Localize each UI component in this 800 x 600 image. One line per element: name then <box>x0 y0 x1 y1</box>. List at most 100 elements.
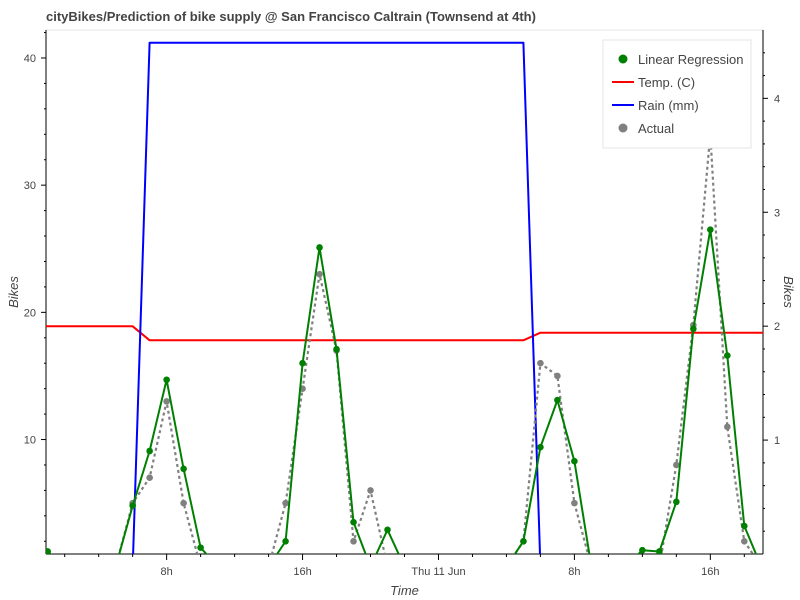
data-point-actual <box>112 563 119 570</box>
data-point-linear-regression <box>588 563 595 570</box>
x-axis-label: Time <box>390 583 419 598</box>
series-line-actual <box>117 133 755 554</box>
data-point-actual <box>758 563 765 570</box>
x-tick-label: 16h <box>293 566 311 578</box>
data-point-linear-regression <box>265 563 272 570</box>
y-tick-label: 20 <box>24 307 36 319</box>
data-point-actual <box>486 563 493 570</box>
data-point-linear-regression <box>316 244 323 251</box>
data-point-linear-regression <box>503 563 510 570</box>
data-point-actual <box>605 563 612 570</box>
legend-label-rain-mm: Rain (mm) <box>638 98 699 113</box>
data-point-linear-regression <box>673 498 680 506</box>
data-point-linear-regression <box>61 563 68 570</box>
data-point-linear-regression <box>231 563 238 570</box>
y2-tick-label: 1 <box>774 435 780 447</box>
data-point-linear-regression <box>46 548 51 554</box>
x-tick-label: 8h <box>161 566 173 578</box>
data-point-actual <box>95 563 102 570</box>
data-point-linear-regression <box>656 548 663 554</box>
data-point-actual <box>554 372 561 380</box>
data-point-linear-regression <box>741 522 748 530</box>
y-tick-label: 40 <box>24 53 36 65</box>
data-point-linear-regression <box>197 544 204 551</box>
y-tick-label: 30 <box>24 180 36 192</box>
data-point-actual <box>146 474 153 481</box>
data-point-actual <box>401 563 408 570</box>
data-point-actual <box>214 563 221 570</box>
data-point-linear-regression <box>571 457 578 465</box>
data-point-linear-regression <box>537 443 544 451</box>
data-point-actual <box>469 563 476 570</box>
data-point-linear-regression <box>180 465 187 473</box>
x-tick-label: Thu 11 Jun <box>411 566 465 578</box>
data-point-actual <box>639 563 646 570</box>
y2-tick-label: 3 <box>774 207 780 219</box>
y-axis-label: Bikes <box>6 276 21 308</box>
data-point-actual <box>656 563 663 570</box>
data-point-actual <box>588 563 595 570</box>
y2-tick-label: 2 <box>774 321 780 333</box>
data-point-linear-regression <box>333 345 340 353</box>
data-point-actual <box>231 563 238 570</box>
data-point-linear-regression <box>146 447 153 455</box>
data-point-actual <box>44 563 51 570</box>
data-point-actual <box>180 499 187 507</box>
data-point-linear-regression <box>639 546 646 554</box>
data-point-linear-regression <box>299 359 306 367</box>
data-point-linear-regression <box>401 563 408 570</box>
data-point-linear-regression <box>129 502 136 509</box>
series-line-linear-regression <box>47 228 758 554</box>
legend-label-actual: Actual <box>638 121 674 136</box>
data-point-actual <box>741 537 748 545</box>
data-point-actual <box>622 563 629 570</box>
data-point-actual <box>316 270 323 278</box>
data-point-linear-regression <box>486 563 493 570</box>
legend-marker-linear-regression <box>618 54 628 64</box>
data-point-linear-regression <box>758 563 765 570</box>
data-point-actual <box>571 499 578 507</box>
data-point-actual <box>163 398 170 405</box>
series-line-temp-c <box>46 325 763 342</box>
data-point-linear-regression <box>724 352 731 359</box>
data-point-linear-regression <box>707 226 714 233</box>
data-point-actual <box>61 563 68 570</box>
data-point-linear-regression <box>384 526 391 534</box>
chart-title: cityBikes/Prediction of bike supply @ Sa… <box>46 9 536 24</box>
data-point-linear-regression <box>367 563 374 570</box>
data-point-linear-regression <box>78 563 85 570</box>
series-line-rain-mm <box>132 41 541 554</box>
data-point-linear-regression <box>690 325 697 333</box>
data-point-actual <box>384 563 391 570</box>
data-point-actual <box>367 487 374 494</box>
data-point-actual <box>673 461 680 469</box>
x-tick-label: 16h <box>701 566 719 578</box>
data-point-actual <box>282 499 289 507</box>
data-point-linear-regression <box>520 537 527 545</box>
legend-marker-actual <box>618 123 628 133</box>
axes: 10 20 30 40 1 2 3 4 8h 16h Thu 11 Jun 8h 16h Time Bike… <box>6 30 796 598</box>
data-point-linear-regression <box>469 563 476 570</box>
data-point-linear-regression <box>282 537 289 545</box>
data-point-linear-regression <box>112 563 119 570</box>
data-point-linear-regression <box>163 376 170 384</box>
legend-label-temp-c: Temp. (C) <box>638 75 695 90</box>
legend: Linear Regression Temp. (C) Rain (mm) Actua… <box>602 39 752 149</box>
series-layer <box>44 41 765 570</box>
data-point-linear-regression <box>554 396 561 404</box>
data-point-actual <box>350 537 357 545</box>
legend-label-linear-regression: Linear Regression <box>638 52 744 67</box>
y-tick-label: 10 <box>24 435 36 447</box>
data-point-linear-regression <box>248 563 255 570</box>
data-point-linear-regression <box>350 518 357 526</box>
data-point-actual <box>537 359 544 367</box>
data-point-actual <box>78 563 85 570</box>
data-point-actual <box>265 563 272 570</box>
data-point-actual <box>197 563 204 570</box>
data-point-linear-regression <box>605 563 612 570</box>
data-point-linear-regression <box>95 563 102 570</box>
data-point-linear-regression <box>622 563 629 570</box>
y2-axis-label: Bikes <box>781 276 796 308</box>
y2-tick-label: 4 <box>774 93 780 105</box>
